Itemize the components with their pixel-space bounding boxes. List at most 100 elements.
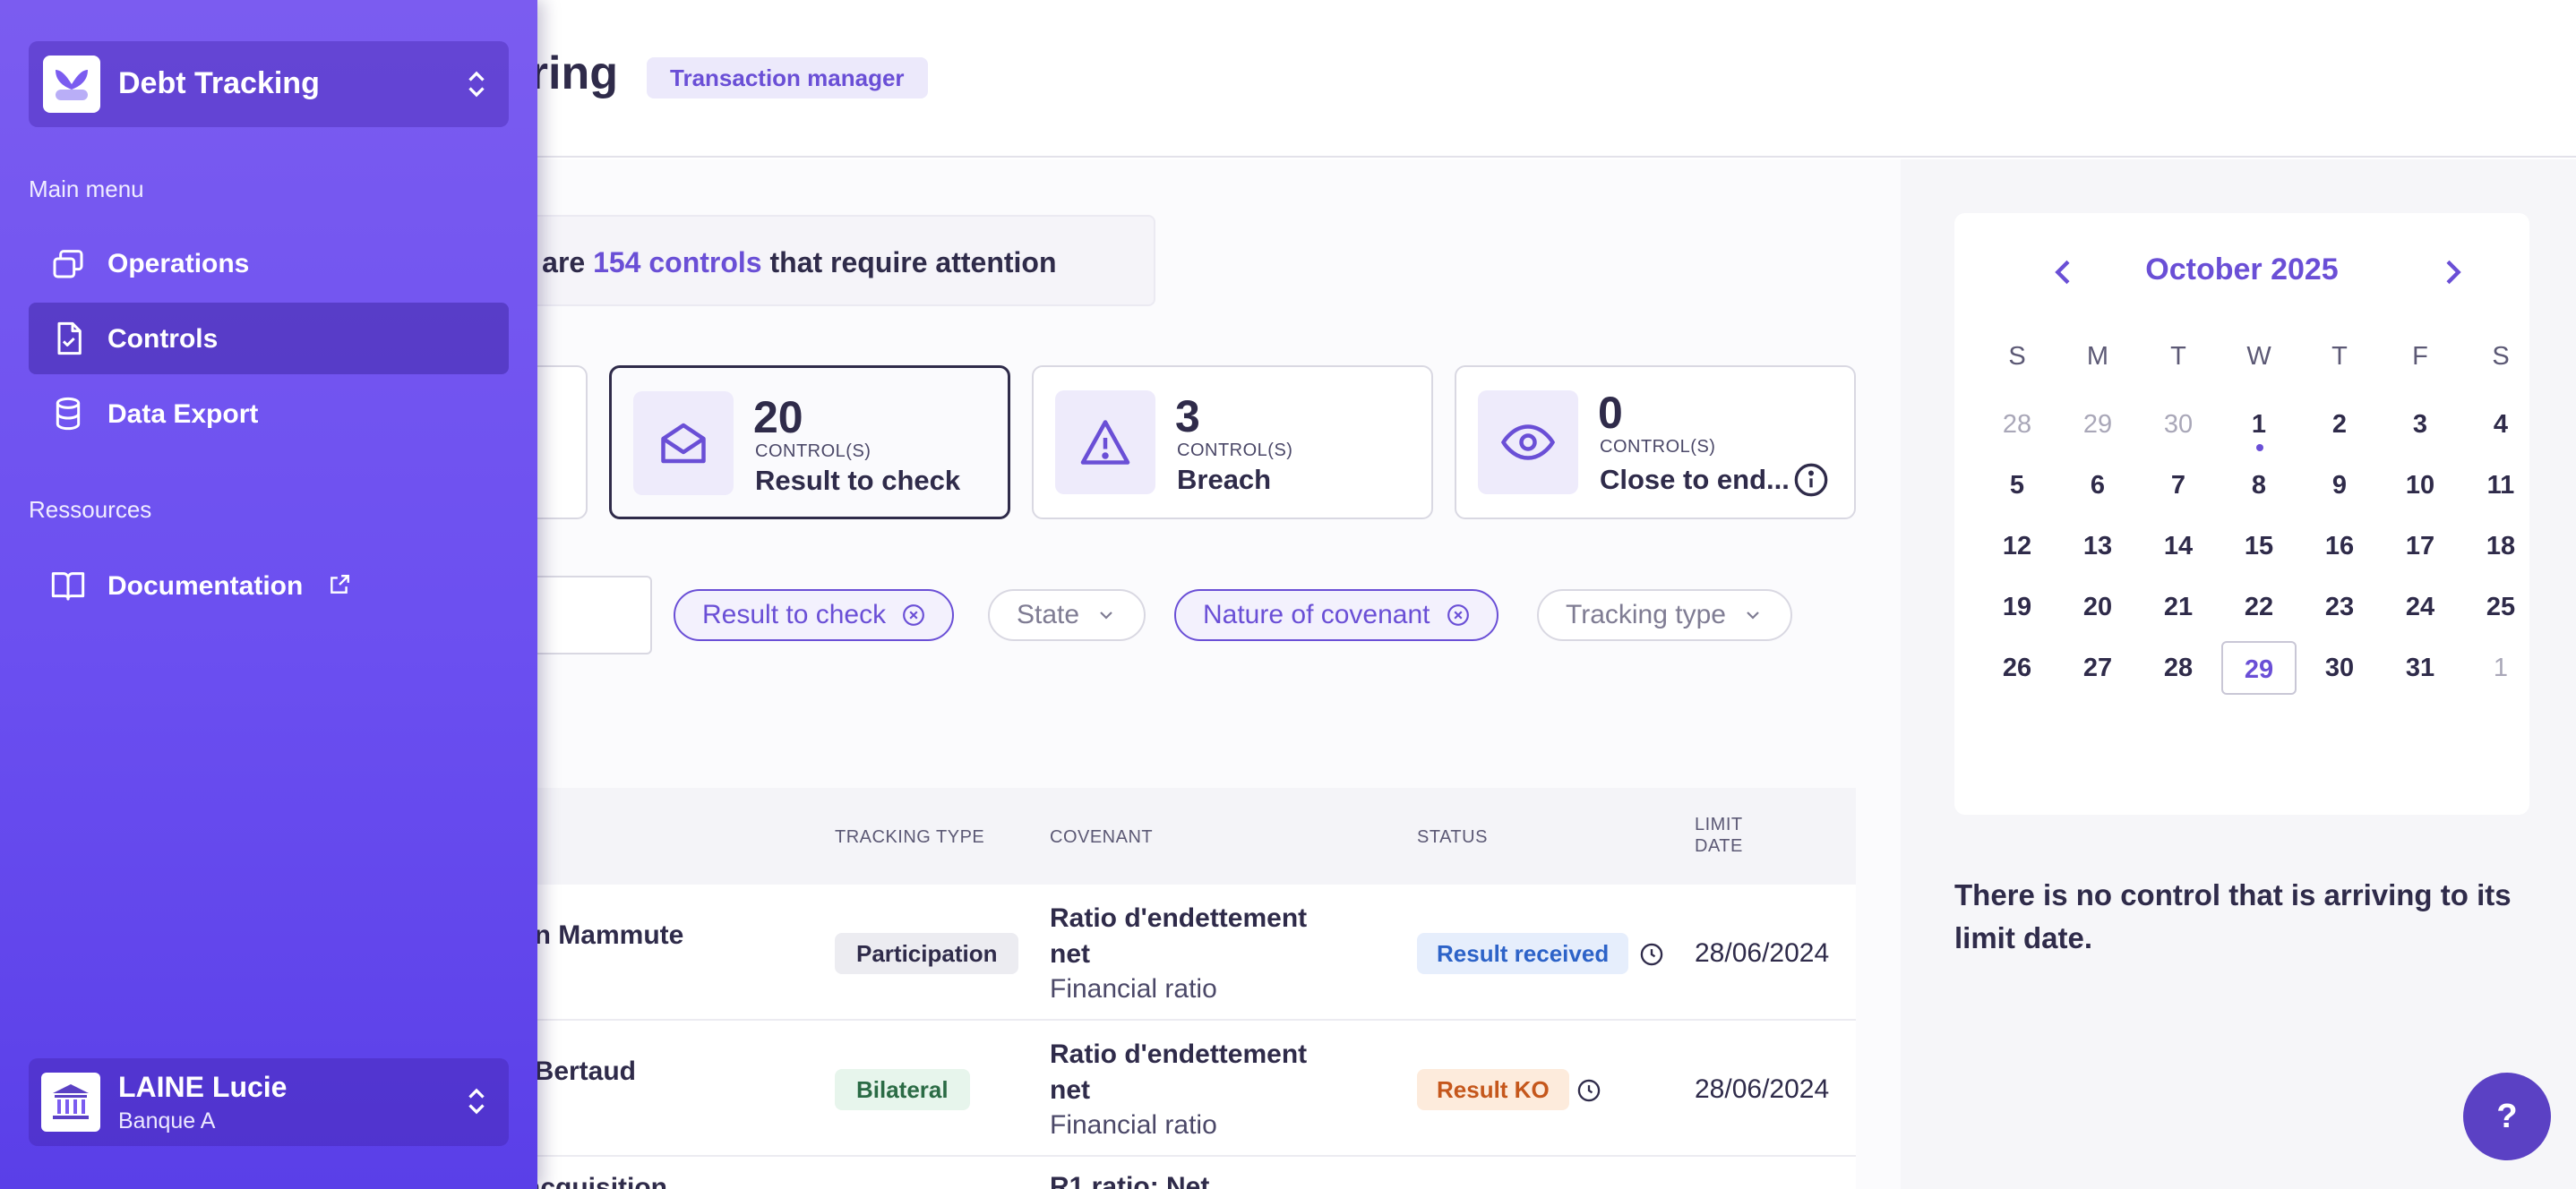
column-header-tracking-type[interactable]: TRACKING TYPE [835, 827, 985, 847]
chevron-left-icon[interactable] [2046, 254, 2082, 290]
filter-chip-nature-of-covenant[interactable]: Nature of covenant [1174, 589, 1498, 641]
envelope-open-icon [633, 391, 734, 495]
calendar-day[interactable]: 9 [2331, 471, 2348, 500]
clock-icon[interactable] [1639, 942, 1664, 967]
clear-icon[interactable] [1447, 603, 1470, 627]
calendar-day[interactable]: 19 [2002, 593, 2032, 621]
covenant-type: Financial ratio [1050, 1110, 1217, 1140]
calendar-weekday: T [2331, 342, 2348, 371]
calendar-day[interactable]: 26 [2002, 654, 2032, 682]
limit-date: 28/06/2024 [1695, 1074, 1830, 1104]
calendar-day[interactable]: 25 [2486, 593, 2516, 621]
kpi-card-result-to-check[interactable]: 20 CONTROL(S) Result to check [609, 365, 1010, 519]
sidebar-item-label: Operations [107, 249, 250, 278]
user-name: LAINE Lucie [118, 1071, 288, 1103]
calendar-day[interactable]: 29 [2082, 410, 2113, 439]
calendar-day[interactable]: 2 [2331, 410, 2348, 439]
calendar-day[interactable]: 22 [2244, 593, 2274, 621]
table-header: TRACKING TYPE COVENANT STATUS LIMIT DATE [502, 788, 1856, 885]
calendar-day[interactable]: 20 [2082, 593, 2113, 621]
calendar-day[interactable]: 11 [2486, 471, 2515, 500]
user-organization: Banque A [118, 1108, 216, 1133]
calendar-day[interactable]: 31 [2405, 654, 2435, 682]
calendar-day[interactable]: 10 [2405, 471, 2435, 500]
app-logo [43, 56, 100, 113]
covenant-name: Ratio d'endettement net [1050, 903, 1308, 969]
chevron-right-icon[interactable] [2434, 254, 2470, 290]
table-row[interactable]: tion Mammute Participation Ratio d'endet… [502, 885, 1856, 1021]
column-header-covenant[interactable]: COVENANT [1050, 827, 1154, 847]
calendar-weekday: F [2412, 342, 2428, 371]
sidebar-item-label: Data Export [107, 399, 259, 429]
calendar-day[interactable]: 17 [2405, 532, 2435, 560]
calendar-day[interactable]: 3 [2412, 410, 2428, 439]
clock-icon[interactable] [1576, 1078, 1601, 1103]
calendar-day[interactable]: 21 [2163, 593, 2194, 621]
attention-suffix: that require attention [761, 246, 1057, 278]
kpi-count: 20 [753, 392, 803, 442]
info-icon[interactable] [1793, 462, 1829, 498]
calendar-day[interactable]: 12 [2002, 532, 2032, 560]
calendar-day[interactable]: 27 [2082, 654, 2113, 682]
external-link-icon [331, 575, 349, 594]
column-header-limit-date[interactable]: LIMIT [1695, 815, 1743, 834]
sidebar-item-operations[interactable]: Operations [29, 227, 509, 299]
help-button[interactable]: ? [2463, 1073, 2551, 1160]
chevron-down-icon [1747, 612, 1759, 620]
folders-icon [53, 250, 83, 278]
sidebar-item-data-export[interactable]: Data Export [29, 378, 509, 449]
sidebar-item-documentation[interactable]: Documentation [29, 550, 509, 621]
calendar-day[interactable]: 24 [2405, 593, 2435, 621]
calendar-day[interactable]: 15 [2244, 532, 2274, 560]
covenant-name: Ratio d'endettement net [1050, 1039, 1308, 1105]
calendar-day[interactable]: 6 [2090, 471, 2106, 500]
book-open-icon [51, 572, 85, 601]
calendar-day[interactable]: 28 [2002, 410, 2032, 439]
column-header-limit-date-line2[interactable]: DATE [1695, 836, 1743, 856]
calendar-day[interactable]: 14 [2163, 532, 2194, 560]
kpi-unit: CONTROL(S) [1600, 437, 1716, 457]
covenant-type: Financial ratio [1050, 974, 1217, 1004]
chevron-down-icon [1100, 612, 1112, 620]
filter-dropdown-state[interactable]: State [988, 589, 1146, 641]
calendar-day[interactable]: 30 [2324, 654, 2355, 682]
attention-banner: re are 154 controls that require attenti… [484, 215, 1155, 306]
kpi-label: Breach [1177, 464, 1272, 495]
role-badge: Transaction manager [647, 57, 928, 98]
tracking-type-pill: Bilateral [835, 1069, 970, 1110]
filter-dropdown-tracking-type[interactable]: Tracking type [1537, 589, 1792, 641]
calendar-day[interactable]: 28 [2163, 654, 2194, 682]
kpi-label: Result to check [755, 465, 961, 496]
user-menu[interactable]: LAINE Lucie Banque A [29, 1058, 509, 1146]
column-header-status[interactable]: STATUS [1417, 827, 1488, 847]
warning-triangle-icon [1055, 390, 1155, 494]
filter-label: Nature of covenant [1203, 600, 1430, 629]
chevron-updown-icon [468, 1088, 485, 1115]
calendar-day[interactable]: 30 [2163, 410, 2194, 439]
calendar-weekday: M [2086, 342, 2109, 371]
event-dot [2256, 444, 2263, 451]
calendar-day[interactable]: 23 [2324, 593, 2355, 621]
calendar-day[interactable]: 7 [2170, 471, 2186, 500]
calendar-day[interactable]: 4 [2493, 410, 2509, 439]
status-badge: Result KO [1417, 1069, 1569, 1110]
kpi-card-breach[interactable]: 3 CONTROL(S) Breach [1032, 365, 1433, 519]
calendar-day[interactable]: 18 [2486, 532, 2516, 560]
calendar-day[interactable]: 8 [2251, 471, 2267, 500]
table-row[interactable]: nt Bertaud Bilateral Ratio d'endettement… [502, 1021, 1856, 1157]
calendar-day-today[interactable]: 29 [2221, 641, 2297, 695]
kpi-count: 3 [1175, 391, 1200, 441]
attention-count[interactable]: 154 controls [593, 246, 762, 278]
filter-chip-result-to-check[interactable]: Result to check [674, 589, 955, 641]
sidebar-item-controls[interactable]: Controls [29, 303, 509, 374]
sidebar: Debt Tracking Main menu Operations Contr… [0, 0, 537, 1189]
kpi-card-close-to-end[interactable]: 0 CONTROL(S) Close to end... [1455, 365, 1856, 519]
calendar-day[interactable]: 16 [2324, 532, 2355, 560]
calendar-day[interactable]: 5 [2009, 471, 2025, 500]
clear-icon[interactable] [902, 603, 925, 627]
app-switcher[interactable]: Debt Tracking [29, 41, 509, 127]
calendar-day[interactable]: 1 [2493, 654, 2509, 682]
calendar-day[interactable]: 13 [2082, 532, 2113, 560]
table-row[interactable]: g acquisition R1 ratio: Net [502, 1157, 1856, 1189]
calendar-day[interactable]: 1 [2221, 398, 2297, 451]
